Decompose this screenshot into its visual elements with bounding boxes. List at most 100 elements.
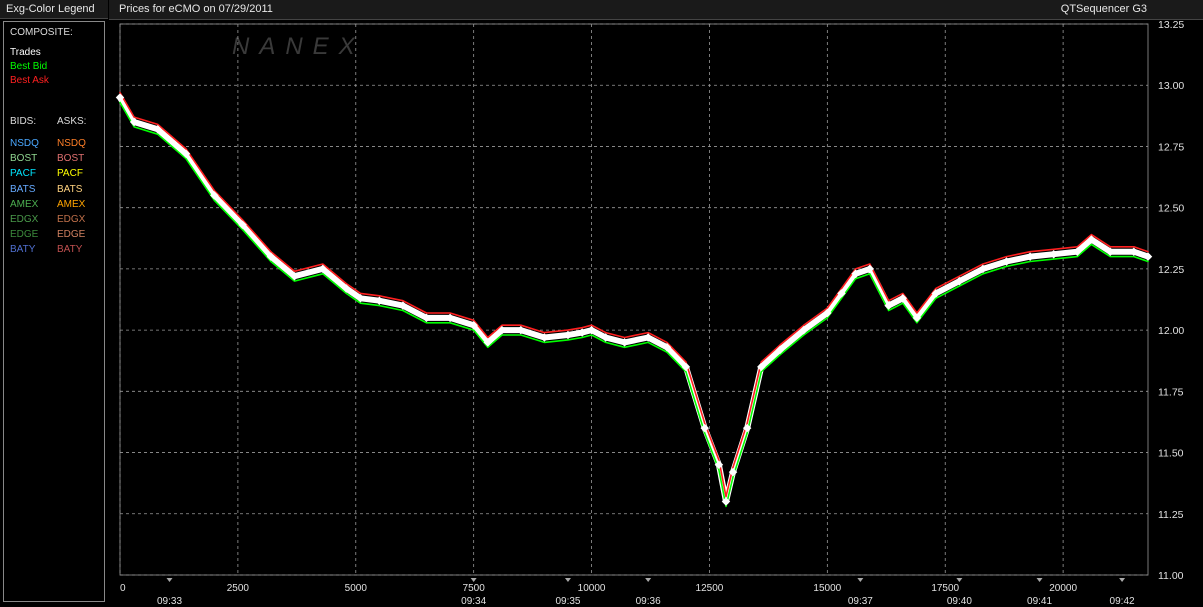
trade-point <box>955 276 964 286</box>
trade-point <box>318 264 328 274</box>
legend-bid-edge: EDGE <box>10 229 39 241</box>
legend-ask-bats: BATS <box>57 183 83 195</box>
trade-point <box>865 264 875 274</box>
trade-point <box>837 289 846 298</box>
time-marker <box>564 578 571 582</box>
x-tick-label: 2500 <box>227 583 250 594</box>
trade-point <box>978 264 988 274</box>
legend-ask-baty: BATY <box>57 244 83 256</box>
time-label: 09:37 <box>848 596 873 607</box>
trade-point <box>643 333 653 342</box>
legend-trades: Trades <box>10 47 41 58</box>
trade-point <box>620 338 629 347</box>
trade-point <box>375 296 384 305</box>
trade-point <box>153 125 162 134</box>
time-label: 09:35 <box>555 596 580 607</box>
trade-point <box>129 117 139 127</box>
legend-ask-edgx: EDGX <box>57 214 86 225</box>
time-marker <box>645 578 652 582</box>
time-marker <box>1119 578 1126 582</box>
time-label: 09:33 <box>157 596 182 607</box>
time-label: 09:41 <box>1027 596 1052 607</box>
legend-bid-edgx: EDGX <box>10 214 39 225</box>
trade-point <box>356 294 365 303</box>
trade-point <box>681 362 691 372</box>
y-tick-label: 11.75 <box>1158 386 1184 398</box>
y-tick-label: 11.00 <box>1158 570 1184 582</box>
trade-point <box>587 325 596 335</box>
trade-point <box>238 220 247 230</box>
asks-label: ASKS: <box>57 116 87 127</box>
legend-best-ask: Best Ask <box>10 75 49 86</box>
trade-point <box>757 362 766 372</box>
series-line-best-ask <box>119 91 1149 498</box>
trade-point <box>912 313 922 323</box>
trade-point <box>662 343 672 352</box>
trade-point <box>823 308 832 318</box>
legend-best-bid: Best Bid <box>10 61 48 72</box>
trade-point <box>884 301 893 310</box>
time-label: 09:36 <box>636 596 661 607</box>
time-marker <box>470 578 477 582</box>
trade-point <box>601 333 610 342</box>
trade-point <box>516 325 526 335</box>
legend-bid-bats: BATS <box>10 183 36 195</box>
watermark: NANEX <box>232 33 365 60</box>
time-marker <box>1036 578 1043 582</box>
x-tick-label: 17500 <box>931 583 959 594</box>
trade-point <box>931 289 941 298</box>
legend-ask-bost: BOST <box>57 153 85 165</box>
time-label: 09:40 <box>947 596 972 607</box>
time-label: 09:34 <box>461 596 486 607</box>
legend-bid-bost: BOST <box>10 153 38 165</box>
trade-point <box>851 269 860 279</box>
x-tick-label: 10000 <box>578 583 606 594</box>
legend-title: Exg-Color Legend <box>0 0 108 19</box>
trade-point <box>210 191 219 200</box>
trade-point <box>700 423 709 433</box>
trade-point <box>799 325 809 335</box>
time-marker <box>956 578 963 582</box>
trade-point <box>266 252 276 261</box>
x-tick-label: 12500 <box>696 583 724 594</box>
bids-label: BIDS: <box>10 116 37 127</box>
trade-point <box>714 460 724 470</box>
legend-ask-edge: EDGE <box>57 229 86 241</box>
chart-titlebar: Prices for eCMO on 07/29/2011 QTSequence… <box>109 0 1203 20</box>
x-tick-label: 20000 <box>1049 583 1077 594</box>
plot-frame <box>119 23 1149 576</box>
trade-point <box>290 271 299 281</box>
trade-point <box>445 313 455 323</box>
y-tick-label: 11.50 <box>1158 448 1184 460</box>
trade-point <box>181 149 191 159</box>
trade-point <box>540 333 549 342</box>
y-tick-label: 12.00 <box>1158 325 1184 337</box>
y-tick-label: 12.75 <box>1158 141 1184 153</box>
trade-point <box>775 345 785 354</box>
legend-ask-nsdq: NSDQ <box>57 138 86 149</box>
y-tick-label: 12.25 <box>1158 264 1184 276</box>
trade-point <box>497 325 507 335</box>
trade-point <box>115 93 125 102</box>
time-marker <box>857 578 864 582</box>
legend-bid-amex: AMEX <box>10 198 39 210</box>
trade-point <box>577 328 587 337</box>
y-tick-label: 13.25 <box>1158 19 1184 31</box>
legend-ask-amex: AMEX <box>57 198 86 210</box>
trade-point <box>398 301 408 310</box>
chart-title: Prices for eCMO on 07/29/2011 <box>119 3 273 15</box>
trade-point <box>728 467 738 477</box>
legend-bid-nsdq: NSDQ <box>10 138 39 149</box>
y-tick-label: 11.25 <box>1158 509 1184 521</box>
trade-point <box>1002 257 1011 266</box>
series-line-trades <box>117 94 1151 505</box>
legend-bid-baty: BATY <box>10 244 36 256</box>
trade-point <box>342 284 351 293</box>
legend-ask-pacf: PACF <box>57 168 83 180</box>
series-line-best-bid <box>119 101 1149 508</box>
app-name: QTSequencer G3 <box>1060 3 1147 15</box>
composite-label: COMPOSITE: <box>10 27 73 38</box>
time-marker <box>166 578 173 582</box>
x-tick-label: 5000 <box>345 583 368 594</box>
